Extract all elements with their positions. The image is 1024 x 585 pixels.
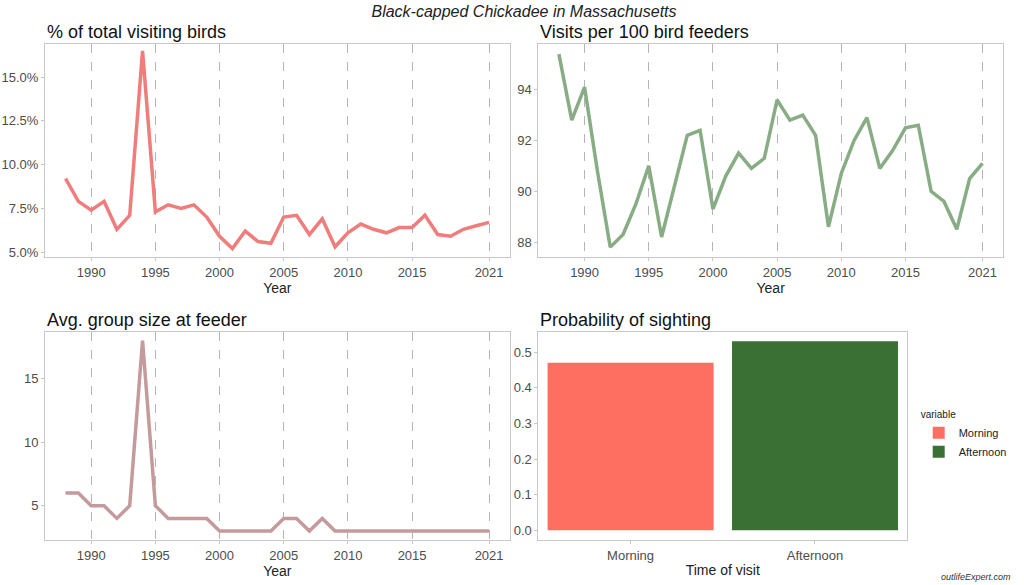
svg-text:outlifeExpert.com: outlifeExpert.com — [941, 572, 1011, 582]
svg-text:Time of visit: Time of visit — [686, 562, 760, 578]
svg-text:variable: variable — [921, 409, 956, 420]
svg-text:5: 5 — [31, 498, 38, 513]
svg-text:Afternoon: Afternoon — [959, 446, 1007, 458]
svg-text:2021: 2021 — [968, 265, 997, 280]
svg-text:0.0: 0.0 — [514, 523, 532, 538]
svg-text:5.0%: 5.0% — [9, 245, 39, 260]
svg-text:2000: 2000 — [205, 265, 234, 280]
svg-text:0.5: 0.5 — [514, 345, 532, 360]
svg-text:% of total visiting birds: % of total visiting birds — [47, 22, 226, 42]
svg-text:Visits per 100 bird feeders: Visits per 100 bird feeders — [540, 22, 749, 42]
svg-text:15.0%: 15.0% — [2, 70, 39, 85]
svg-text:2015: 2015 — [891, 265, 920, 280]
svg-text:2015: 2015 — [398, 265, 427, 280]
svg-text:92: 92 — [517, 133, 531, 148]
svg-text:10: 10 — [24, 435, 38, 450]
svg-text:2005: 2005 — [269, 265, 298, 280]
svg-text:1990: 1990 — [570, 265, 599, 280]
svg-text:88: 88 — [517, 235, 531, 250]
svg-text:1995: 1995 — [141, 265, 170, 280]
svg-text:15: 15 — [24, 371, 38, 386]
svg-text:2005: 2005 — [763, 265, 792, 280]
svg-text:2010: 2010 — [333, 548, 362, 563]
svg-text:2021: 2021 — [475, 265, 504, 280]
svg-text:0.1: 0.1 — [514, 487, 532, 502]
svg-text:Year: Year — [757, 280, 786, 296]
svg-text:2015: 2015 — [398, 548, 427, 563]
svg-text:1990: 1990 — [77, 548, 106, 563]
svg-text:1995: 1995 — [141, 548, 170, 563]
svg-text:Avg. group size at feeder: Avg. group size at feeder — [47, 310, 247, 330]
svg-text:10.0%: 10.0% — [2, 157, 39, 172]
svg-text:2010: 2010 — [333, 265, 362, 280]
svg-text:2021: 2021 — [475, 548, 504, 563]
svg-text:Afternoon: Afternoon — [787, 548, 843, 563]
svg-text:7.5%: 7.5% — [9, 201, 39, 216]
svg-text:2000: 2000 — [205, 548, 234, 563]
svg-text:Year: Year — [263, 563, 292, 579]
svg-text:Probability of sighting: Probability of sighting — [540, 310, 711, 330]
svg-text:Black-capped Chickadee in Mass: Black-capped Chickadee in Massachusetts — [371, 3, 676, 20]
svg-text:0.4: 0.4 — [514, 380, 532, 395]
svg-text:Morning: Morning — [959, 427, 999, 439]
svg-text:2010: 2010 — [827, 265, 856, 280]
svg-text:1990: 1990 — [77, 265, 106, 280]
svg-text:Year: Year — [263, 280, 292, 296]
svg-text:90: 90 — [517, 184, 531, 199]
svg-text:0.2: 0.2 — [514, 452, 532, 467]
svg-text:12.5%: 12.5% — [2, 113, 39, 128]
svg-text:94: 94 — [517, 82, 531, 97]
svg-text:2005: 2005 — [269, 548, 298, 563]
svg-text:1995: 1995 — [634, 265, 663, 280]
svg-text:Morning: Morning — [607, 548, 654, 563]
svg-text:0.3: 0.3 — [514, 416, 532, 431]
svg-text:2000: 2000 — [698, 265, 727, 280]
